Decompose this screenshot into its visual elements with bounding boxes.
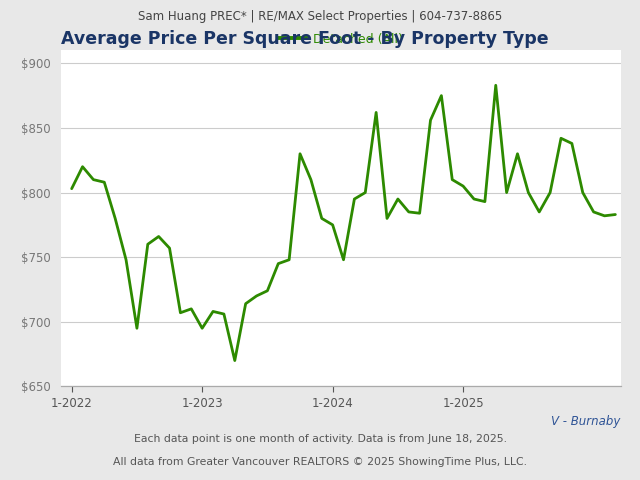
Text: Sam Huang PREC* | RE/MAX Select Properties | 604-737-8865: Sam Huang PREC* | RE/MAX Select Properti…	[138, 10, 502, 23]
Text: Average Price Per Square Foot - By Property Type: Average Price Per Square Foot - By Prope…	[61, 30, 548, 48]
Text: Each data point is one month of activity. Data is from June 18, 2025.: Each data point is one month of activity…	[134, 434, 506, 444]
Text: All data from Greater Vancouver REALTORS © 2025 ShowingTime Plus, LLC.: All data from Greater Vancouver REALTORS…	[113, 457, 527, 467]
Legend: Detached (All): Detached (All)	[274, 28, 408, 51]
Text: V - Burnaby: V - Burnaby	[552, 415, 621, 428]
